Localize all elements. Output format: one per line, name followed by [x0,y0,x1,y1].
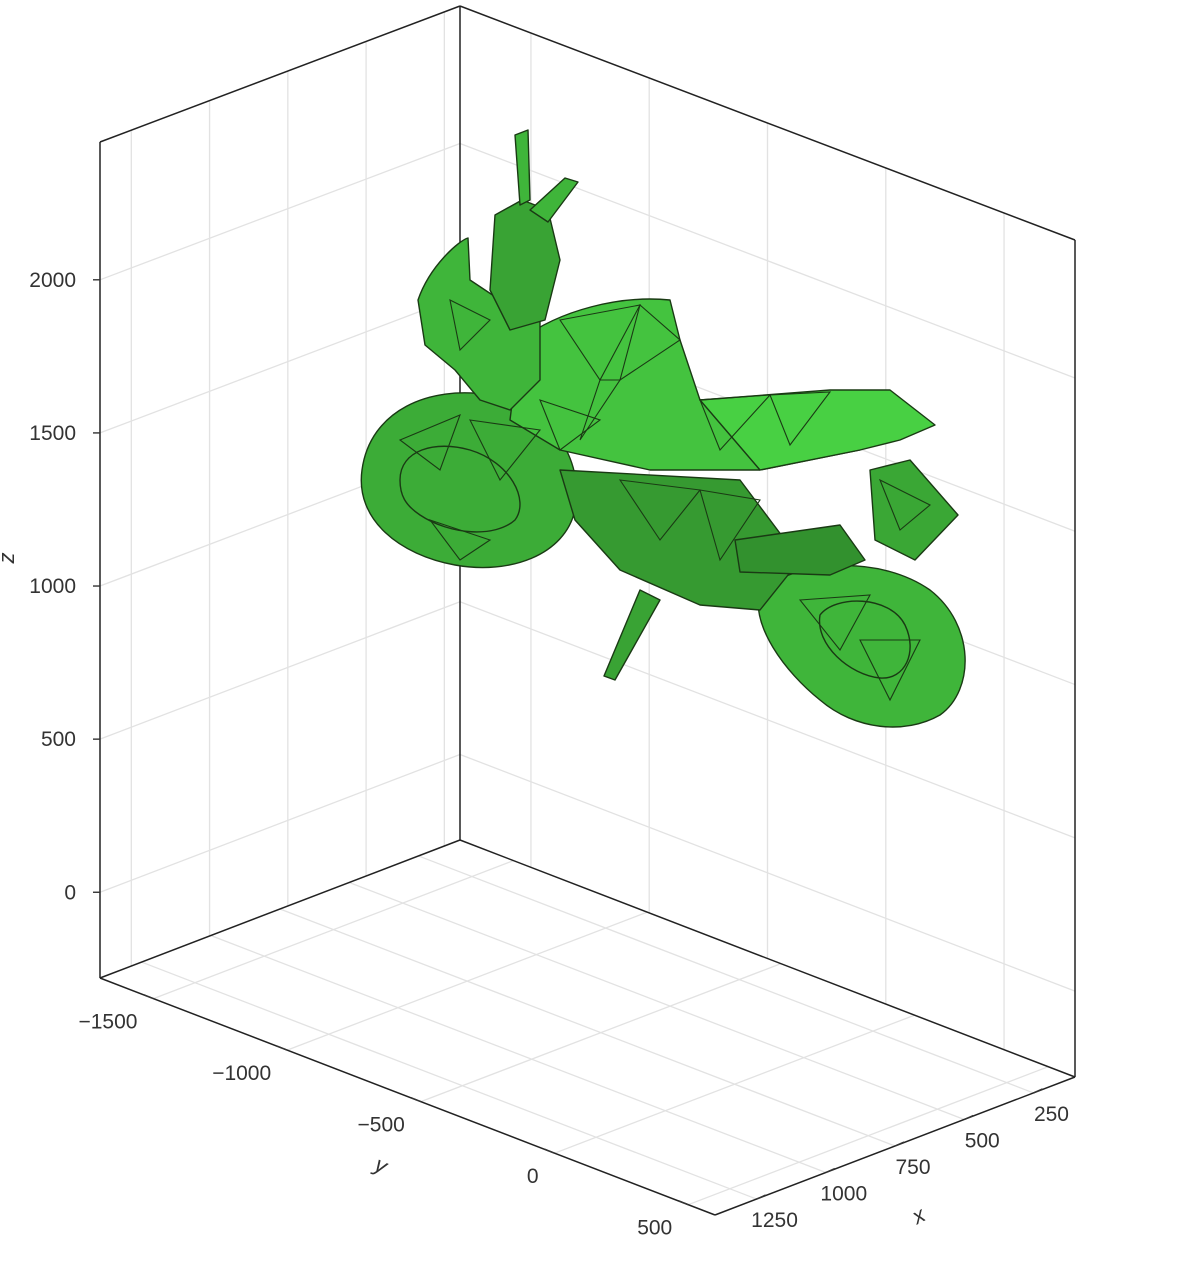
y-tick-label: 500 [637,1217,672,1240]
x-tick-mark [1033,1088,1043,1094]
y-tick-label: 0 [527,1165,539,1188]
mesh-facet [619,304,681,382]
y-tick-label: −1500 [78,1011,137,1034]
y-tick-mark [678,1200,689,1206]
tick-labels: 0 500 1000 1500 2000 −1500 −1000 −500 0 500 250 500… [29,269,1069,1240]
rear-fender [869,459,959,561]
z-tick-label: 1500 [29,422,76,445]
mirror-right [529,177,579,223]
z-tick-label: 0 [64,881,76,904]
engine-block [559,469,801,611]
grid-line-x-floor [348,881,965,1121]
grid-line-x-floor [279,908,896,1147]
x-tick-label: 250 [1034,1103,1069,1126]
y-tick-mark [276,1045,288,1051]
seat [699,389,936,471]
axis-edge [99,977,716,1216]
x-tick-label: 1000 [820,1183,867,1206]
x-tick-label: 500 [965,1129,1000,1152]
z-tick-label: 500 [41,728,76,751]
y-axis-label: y [369,1151,393,1180]
x-tick-label: 750 [895,1156,930,1179]
grid-line-z-left [99,753,461,893]
y-tick-mark [410,1097,422,1103]
mesh-facet [449,299,491,352]
grid-line-z-left [99,142,461,281]
y-tick-label: −500 [358,1114,405,1137]
axis-edge [459,839,1076,1078]
mesh-facet [559,304,642,382]
motorcycle-mesh [360,129,966,728]
y-tick-label: −1000 [212,1062,271,1085]
x-tick-mark [825,1167,836,1174]
z-tick-label: 2000 [29,269,76,292]
headlight-cluster [417,237,541,411]
x-tick-mark [963,1114,974,1121]
rear-wheel [757,564,966,728]
mesh-facet [398,414,461,471]
kickstand [603,589,661,681]
grid-line-x-floor [141,961,757,1200]
grid-line-z-left [99,601,461,740]
mesh-facet [469,419,542,482]
mesh-facet [699,394,772,452]
grid-line-x-floor [418,855,1034,1094]
x-tick-mark [894,1141,905,1147]
axis-edge [99,839,461,979]
x-tick-mark [756,1194,766,1200]
x-axis-label: x [907,1201,930,1229]
mesh-facet [579,379,622,441]
grid-line-x-floor [210,934,827,1174]
z-axis-label: z [0,553,19,565]
y-tick-mark [143,993,154,1000]
y-tick-mark [544,1148,555,1154]
grid-line-z-left [99,295,461,434]
mesh-facet [428,518,492,561]
x-tick-label: 1250 [751,1209,798,1232]
mesh-facet [699,489,761,562]
mesh-facet [798,594,871,651]
mesh-facet [878,478,931,531]
mesh-facet [769,391,832,447]
exhaust [734,524,866,576]
mirror-left [514,129,531,206]
axis-edge [99,5,461,143]
mesh-facet [618,479,702,541]
axis-edge [459,5,1076,241]
mesh-facet [539,399,602,451]
z-tick-label: 1000 [29,575,76,598]
mesh-facet [859,639,921,702]
